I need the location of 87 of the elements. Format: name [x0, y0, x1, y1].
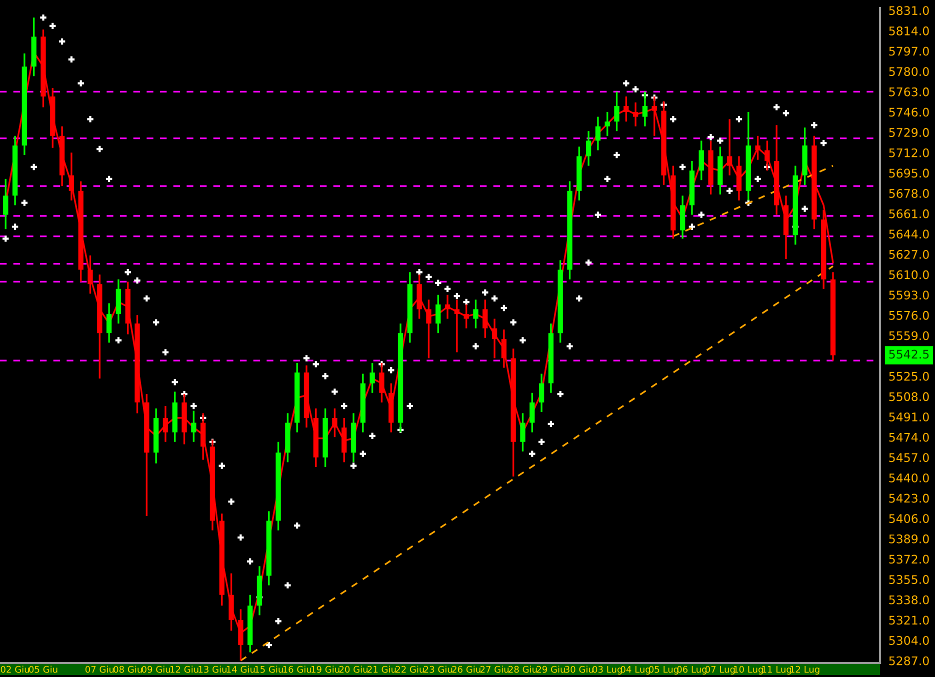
y-tick-label: 5406.0	[889, 514, 929, 524]
x-tick-label: 19 Giu	[312, 666, 340, 673]
candlestick	[586, 130, 592, 167]
y-tick-label: 5644.0	[889, 230, 929, 239]
x-tick-label: 26 Giu	[452, 666, 480, 673]
candlestick	[614, 90, 620, 132]
y-tick-label: 5457.0	[889, 453, 929, 462]
candlestick	[106, 302, 112, 344]
y-tick-label: 5593.0	[889, 290, 929, 300]
candlestick	[726, 118, 732, 176]
x-tick-label: 09 Giu	[142, 666, 170, 673]
y-tick-label: 5627.0	[889, 250, 929, 259]
x-tick-label: 16 Giu	[283, 666, 312, 673]
x-tick-label: 28 Giu	[508, 666, 537, 673]
x-tick-label: 22 Giu	[396, 666, 424, 673]
candlestick	[370, 362, 375, 394]
candlestick	[426, 298, 432, 360]
x-tick-label: 08 Giu	[114, 666, 142, 673]
candlestick	[88, 254, 93, 294]
candlestick	[3, 178, 8, 230]
y-tick-label: 5423.0	[889, 494, 929, 503]
y-tick-label: 5780.0	[889, 67, 929, 76]
y-tick-label: 5763.0	[889, 87, 929, 96]
x-tick-label: 14 Giu	[226, 666, 255, 673]
y-tick-label: 5491.0	[889, 412, 929, 422]
y-tick-label: 5831.0	[889, 6, 929, 16]
y-tick-label: 5287.0	[889, 656, 929, 666]
candlestick	[755, 135, 760, 161]
y-tick-label: 5729.0	[889, 128, 929, 137]
candlestick	[698, 140, 704, 181]
y-tick-label: 5338.0	[889, 595, 929, 604]
x-tick-label: 13 Giu	[198, 666, 226, 673]
y-tick-label: 5678.0	[889, 188, 929, 198]
candlestick	[332, 408, 338, 438]
y-tick-label: 5372.0	[889, 554, 929, 564]
x-tick-label: 07 Giu	[85, 666, 114, 673]
candlestick	[595, 116, 601, 152]
y-tick-label: 5389.0	[889, 534, 929, 544]
y-tick-label: 5814.0	[889, 26, 929, 36]
x-tick-label: 07 Lug	[705, 666, 735, 675]
x-tick-label: 11 Lug	[762, 666, 792, 675]
text: 5542.5	[889, 350, 929, 359]
candlestick	[379, 362, 384, 404]
candlestick	[473, 298, 478, 330]
candlestick	[200, 412, 206, 461]
candlestick	[68, 152, 74, 202]
y-tick-label: 5797.0	[889, 46, 929, 56]
y-tick-label: 5321.0	[889, 616, 929, 625]
candlestick	[436, 294, 441, 334]
y-tick-label: 5508.0	[889, 392, 929, 402]
x-tick-label: 12 Giu	[170, 666, 198, 673]
x-tick-label: 21 Giu	[368, 666, 396, 673]
candlestick	[642, 90, 648, 128]
x-tick-label: 20 Giu	[339, 666, 368, 673]
candlestick	[624, 96, 629, 122]
candlestick	[482, 298, 488, 339]
candlestick	[632, 102, 638, 128]
candlestick	[501, 328, 507, 369]
x-tick-label: 02 Giu	[0, 666, 30, 673]
y-tick-label: 5525.0	[889, 372, 929, 381]
candlestick	[162, 405, 168, 443]
y-tick-label: 5474.0	[889, 432, 929, 442]
y-tick-label: 5440.0	[889, 473, 929, 482]
x-tick-label: 05 Giu	[29, 666, 58, 673]
x-tick-label: 27 Giu	[480, 666, 508, 673]
x-tick-label: 29 Giu	[536, 666, 565, 673]
y-tick-label: 5355.0	[889, 575, 929, 584]
x-tick-label: 12 Lug	[790, 666, 820, 675]
y-tick-label: 5661.0	[889, 209, 929, 218]
y-tick-label: 5746.0	[889, 108, 929, 117]
y-tick-label: 5304.0	[889, 636, 929, 645]
y-tick-label: 5610.0	[889, 270, 929, 280]
x-tick-label: 10 Lug	[734, 666, 763, 675]
candlestick	[492, 318, 498, 360]
x-tick-label: 15 Giu	[255, 666, 283, 673]
candlestick	[538, 372, 544, 413]
candlestick	[444, 294, 450, 320]
candlestick	[530, 392, 535, 434]
candlestick	[764, 140, 770, 172]
y-tick-label: 5712.0	[889, 148, 929, 158]
y-tick-label: 5695.0	[889, 168, 929, 178]
x-tick-label: 23 Giu	[424, 666, 452, 673]
candlestick	[604, 111, 610, 137]
y-tick-label: 5559.0	[889, 331, 929, 340]
x-tick-label: 30 Giu	[565, 666, 594, 673]
y-tick-label: 5576.0	[889, 310, 929, 320]
candlestick	[520, 412, 526, 452]
